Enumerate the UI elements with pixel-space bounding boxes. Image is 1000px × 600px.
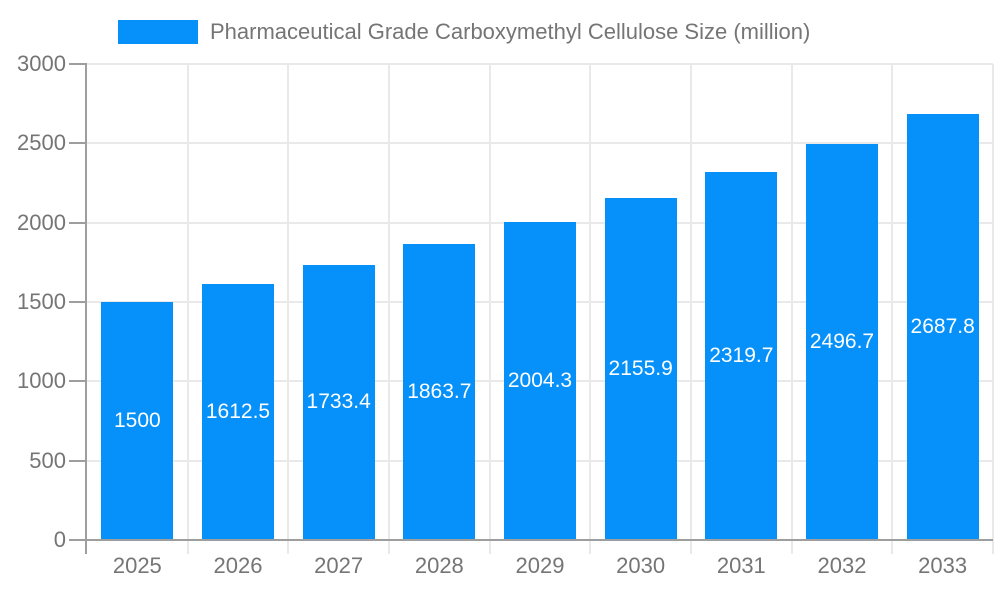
y-axis-tick-label: 3000 bbox=[17, 51, 66, 76]
y-axis-tick bbox=[69, 63, 87, 65]
x-axis-tick-label: 2032 bbox=[817, 553, 867, 578]
bar-value-label: 2687.8 bbox=[910, 314, 975, 338]
y-axis-tick-label: 0 bbox=[53, 527, 66, 552]
legend-swatch bbox=[118, 20, 198, 44]
x-axis-tick-label: 2033 bbox=[918, 553, 968, 578]
x-axis-tick-label: 2028 bbox=[414, 553, 464, 578]
bar-value-label: 1863.7 bbox=[407, 380, 472, 404]
gridline-vertical bbox=[891, 64, 894, 554]
gridline-vertical bbox=[388, 64, 390, 554]
bar-2032[interactable]: 2496.7 bbox=[806, 143, 878, 540]
x-axis-tick-label: 2027 bbox=[314, 553, 364, 578]
x-axis-tick-label: 2025 bbox=[112, 553, 162, 578]
y-axis-tick bbox=[69, 301, 87, 303]
legend-label: Pharmaceutical Grade Carboxymethyl Cellu… bbox=[210, 19, 811, 44]
gridline-vertical bbox=[488, 64, 491, 554]
bar-2029[interactable]: 2004.3 bbox=[504, 222, 576, 540]
plot-area: 1500 1612.5 1733.4 1863.7 2004.3 2155.9 2319.7… bbox=[87, 63, 994, 554]
bar-2033[interactable]: 2687.8 bbox=[906, 113, 979, 540]
y-axis-tick-label: 500 bbox=[29, 447, 66, 473]
y-axis-tick bbox=[69, 221, 87, 224]
y-axis-tick bbox=[69, 539, 87, 541]
bar-value-label: 2004.3 bbox=[507, 369, 573, 392]
legend-item[interactable]: Pharmaceutical Grade Carboxymethyl Cellu… bbox=[118, 19, 810, 45]
y-axis-tick-label: 2000 bbox=[17, 209, 66, 235]
gridline-vertical bbox=[589, 64, 592, 554]
bar-value-label: 1500 bbox=[113, 409, 161, 432]
gridline-vertical bbox=[287, 64, 290, 554]
bar-2026[interactable]: 1612.5 bbox=[202, 284, 274, 540]
bar-2025[interactable]: 1500 bbox=[101, 302, 174, 540]
bar-2030[interactable]: 2155.9 bbox=[604, 197, 677, 540]
bar-2027[interactable]: 1733.4 bbox=[302, 264, 375, 540]
x-axis-tick-label: 2029 bbox=[515, 553, 565, 578]
x-axis-tick-label: 2026 bbox=[213, 553, 263, 578]
bar-value-label: 1733.4 bbox=[306, 390, 371, 414]
y-axis-tick-label: 2500 bbox=[17, 130, 66, 156]
y-axis-tick bbox=[69, 380, 87, 383]
bar-2028[interactable]: 1863.7 bbox=[403, 244, 476, 540]
y-axis-tick-label: 1000 bbox=[17, 368, 66, 394]
bar-value-label: 2496.7 bbox=[809, 329, 875, 353]
gridline-horizontal bbox=[87, 142, 993, 145]
bar-value-label: 2319.7 bbox=[709, 343, 774, 367]
y-axis-tick bbox=[69, 459, 87, 462]
x-axis-line bbox=[87, 539, 993, 541]
y-axis-tick-label: 1500 bbox=[17, 289, 66, 314]
y-axis-line bbox=[85, 64, 87, 554]
gridline-vertical bbox=[186, 64, 189, 554]
bar-2031[interactable]: 2319.7 bbox=[705, 171, 778, 540]
x-axis-tick-label: 2031 bbox=[716, 553, 766, 578]
y-axis-tick bbox=[69, 142, 87, 145]
x-axis-tick-label: 2030 bbox=[616, 553, 666, 578]
gridline-vertical bbox=[992, 64, 994, 554]
gridline-vertical bbox=[790, 64, 793, 554]
gridline-vertical bbox=[690, 64, 692, 554]
bar-value-label: 1612.5 bbox=[205, 400, 271, 424]
bar-value-label: 2155.9 bbox=[608, 356, 673, 380]
gridline-horizontal bbox=[87, 63, 993, 65]
